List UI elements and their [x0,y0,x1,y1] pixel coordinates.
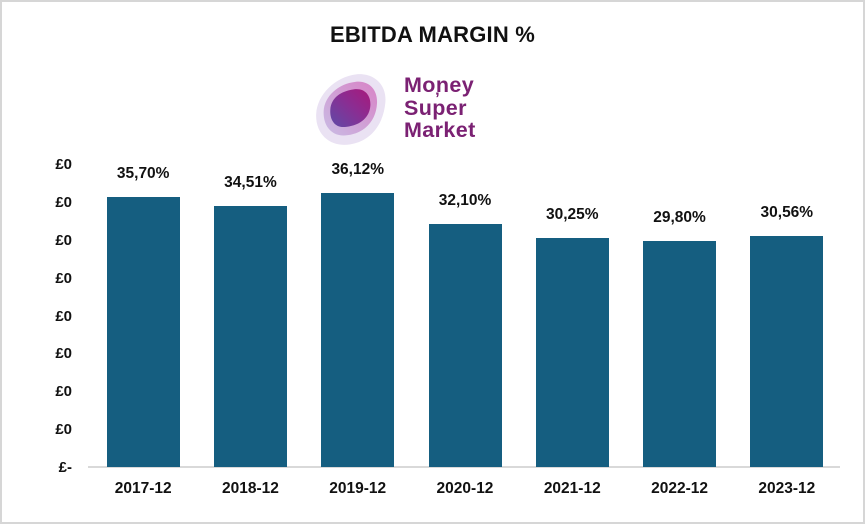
bar-value-label: 34,51% [224,173,277,191]
logo-line-money: Money [404,73,475,97]
chart-bar [321,193,395,467]
chart-bar [106,196,180,467]
x-axis-tick-label: 2017-12 [114,480,172,497]
chart-bar [213,205,287,467]
y-axis-tick-label: £0 [55,156,72,174]
x-axis-tick-label: 2022-12 [651,480,708,497]
logo-line-market: Market [404,118,476,142]
y-axis-tick-label: £0 [55,383,72,401]
y-axis-tick-label: £0 [55,231,72,249]
chart-bar [535,237,609,467]
chart-bar [643,241,717,467]
y-axis-tick-label: £0 [55,307,72,325]
bar-value-label: 30,25% [545,205,599,223]
y-axis-tick-label: £0 [55,194,72,212]
chart-title: EBITDA MARGIN % [329,22,536,47]
x-axis-tick-label: 2020-12 [436,480,494,497]
chart-bar [428,223,502,467]
bar-value-label: 35,70% [116,164,170,182]
logo-flick-mark: ’ [435,89,440,108]
chart-bar [750,235,824,467]
y-axis-tick-label: £0 [55,421,72,439]
logo-line-super: Super [404,95,467,120]
bar-value-label: 36,12% [331,161,385,179]
x-axis-line [88,466,840,468]
bar-value-label: 29,80% [653,209,706,227]
x-axis-tick-label: 2018-12 [222,480,279,497]
x-axis-tick-label: 2019-12 [329,480,387,497]
bar-value-label: 32,10% [438,191,492,209]
y-axis-tick-label: £0 [55,269,72,287]
moneysupermarket-logo: Money Super Market ’ [309,68,559,152]
x-axis-tick-label: 2021-12 [543,480,601,497]
y-axis-tick-label: £- [58,459,72,476]
bar-value-label: 30,56% [760,203,814,221]
y-axis-tick-label: £0 [55,345,72,363]
moneysupermarket-blob-icon [316,74,386,145]
logo-text: Money Super Market [404,74,476,142]
x-axis-tick-label: 2023-12 [758,480,816,497]
